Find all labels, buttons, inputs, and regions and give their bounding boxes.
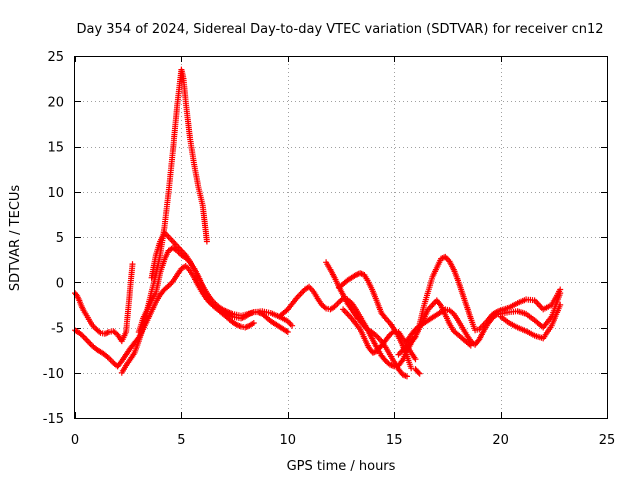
data-point [129,261,136,268]
data-point [284,329,291,335]
grid-lines [75,56,607,418]
y-tick-label: 10 [47,186,64,201]
series-track-13 [412,366,423,377]
series-track-2 [72,261,136,345]
series-track-11 [416,253,564,334]
x-tick-label: 15 [386,433,403,448]
y-tick-label: 5 [56,231,64,246]
series-track-6 [276,283,419,370]
data-point [467,342,474,349]
series-track-5 [148,229,296,329]
x-axis-label: GPS time / hours [287,459,396,474]
chart-title: Day 354 of 2024, Sidereal Day-to-day VTE… [76,22,603,37]
y-tick-label: 0 [56,276,64,291]
y-axis-label: SDTVAR / TECUs [8,185,23,292]
data-point [557,286,564,293]
y-tick-label: 20 [47,95,64,110]
y-tick-label: 15 [47,141,64,156]
x-tick-label: 0 [71,433,79,448]
data-point [398,358,405,365]
data-point [412,356,419,363]
series-track-14 [497,301,564,342]
data-point [250,320,257,326]
plot-frame [74,56,608,419]
data-points [72,66,564,380]
series-track-4 [135,244,257,335]
data-point [289,322,296,329]
series-track-3 [118,66,210,376]
series-track-12 [395,297,474,358]
data-point [404,373,410,380]
data-point [408,365,415,372]
y-tick-label: -5 [51,322,64,337]
data-point [557,301,564,308]
x-tick-label: 5 [177,433,185,448]
y-tick-label: -10 [43,367,64,382]
axis-ticks: 0 5 10 15 20 25 -15 -10 -5 0 5 10 15 20 25 [43,50,616,448]
x-tick-label: 20 [492,433,509,448]
x-tick-label: 25 [599,433,616,448]
series-track-9 [340,306,419,363]
data-point [415,369,422,376]
data-point [416,370,423,377]
y-tick-label: 25 [47,50,64,65]
data-point [203,238,210,245]
y-tick-label: -15 [43,412,64,427]
x-tick-label: 10 [280,433,297,448]
